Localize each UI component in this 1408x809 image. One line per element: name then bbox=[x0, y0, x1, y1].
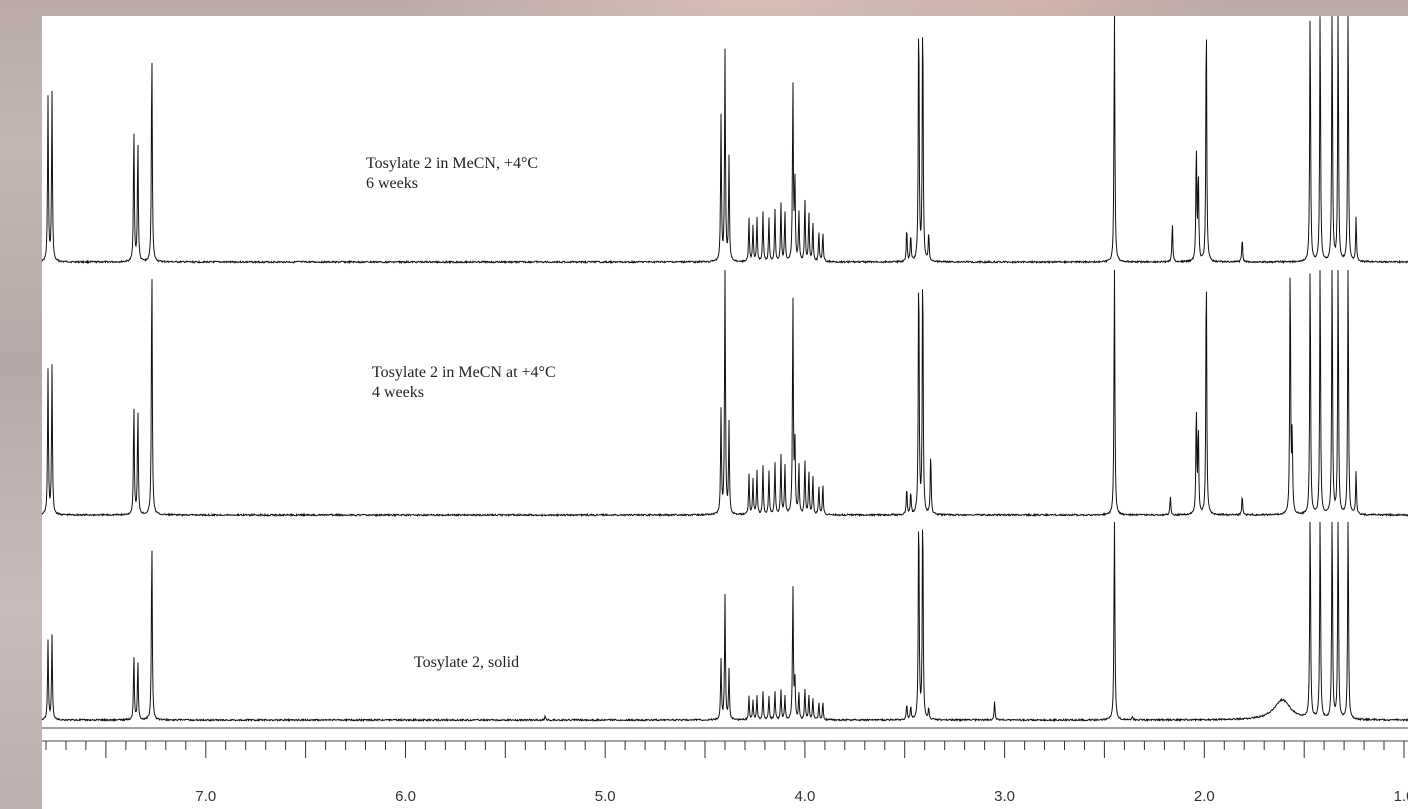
x-axis: 7.0 6.0 5.0 4.0 3.0 2.0 1.0 bbox=[45, 741, 1408, 805]
x-tick-label: 6.0 bbox=[395, 788, 416, 805]
x-tick-label: 4.0 bbox=[794, 788, 815, 805]
spectrum-2-label-line-1: Tosylate 2 in MeCN at +4°C bbox=[372, 364, 556, 381]
spectrum-1-label-line-1: Tosylate 2 in MeCN, +4°C bbox=[366, 155, 538, 172]
x-tick-label: 7.0 bbox=[195, 788, 216, 805]
x-tick-label: 1.0 bbox=[1394, 788, 1408, 805]
x-tick-label: 3.0 bbox=[994, 788, 1015, 805]
spectrum-3-label-line-1: Tosylate 2, solid bbox=[414, 654, 519, 671]
x-tick-label: 5.0 bbox=[595, 788, 616, 805]
spectra-group bbox=[41, 15, 1408, 723]
x-tick-label: 2.0 bbox=[1194, 788, 1215, 805]
spectrum-trace-2 bbox=[41, 269, 1408, 518]
spectrum-2-label-line-2: 4 weeks bbox=[372, 384, 424, 401]
spectrum-trace-1 bbox=[41, 15, 1408, 265]
spectrum-trace-3 bbox=[41, 521, 1408, 723]
annotation-group: Tosylate 2 in MeCN, +4°C 6 weeks Tosylate … bbox=[366, 155, 556, 671]
spectrum-1-label-line-2: 6 weeks bbox=[366, 175, 418, 192]
